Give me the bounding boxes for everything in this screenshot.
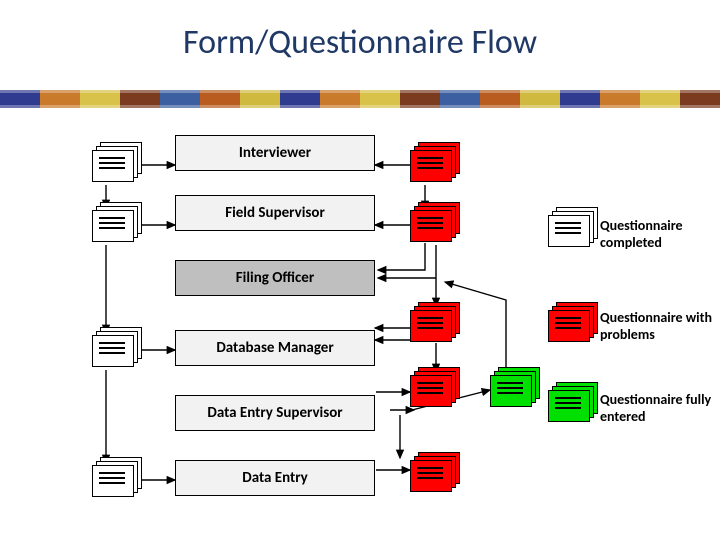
legend-completed: Questionnaire completed (600, 218, 718, 252)
ds-legend-white (548, 215, 598, 255)
ds-left-interviewer (92, 150, 142, 190)
ds-right-field (410, 210, 460, 250)
node-field-supervisor: Field Supervisor (175, 195, 375, 231)
node-filing-officer: Filing Officer (175, 260, 375, 296)
ds-right-interviewer (410, 150, 460, 190)
ds-right-des (410, 375, 460, 415)
node-interviewer: Interviewer (175, 135, 375, 171)
ds-left-field (92, 210, 142, 250)
decorative-band (0, 90, 720, 108)
ds-right-db (410, 310, 460, 350)
ds-left-db (92, 335, 142, 375)
legend-problems: Questionnaire with problems (600, 310, 718, 344)
ds-legend-red (548, 310, 598, 350)
ds-left-dataentry (92, 465, 142, 505)
node-data-entry: Data Entry (175, 460, 375, 496)
ds-legend-green (548, 390, 598, 430)
legend-entered: Questionnaire fully entered (600, 392, 718, 426)
node-data-entry-supervisor: Data Entry Supervisor (175, 395, 375, 431)
page-title: Form/Questionnaire Flow (0, 22, 720, 63)
ds-right-dataentry (410, 460, 460, 500)
ds-green (490, 375, 540, 415)
node-database-manager: Database Manager (175, 330, 375, 366)
